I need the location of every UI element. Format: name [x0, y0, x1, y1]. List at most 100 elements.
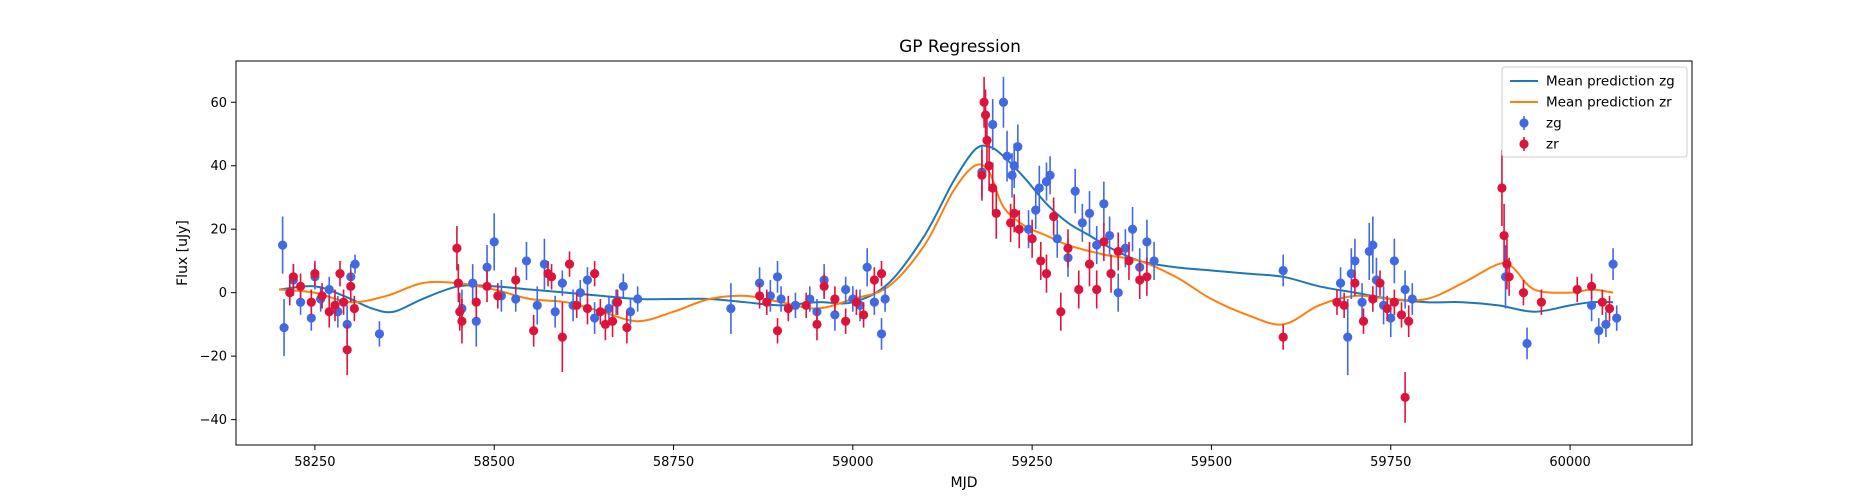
zr-data-point — [1009, 208, 1019, 218]
zg-data-point — [582, 275, 593, 285]
legend-marker-swatch — [1519, 139, 1529, 149]
chart-title: GP Regression — [899, 37, 1021, 57]
zg-data-point — [1009, 161, 1019, 171]
zr-data-point — [288, 272, 298, 282]
legend: Mean prediction zg Mean prediction zr zg zr — [1501, 66, 1688, 158]
x-axis-label: MJD — [951, 475, 978, 491]
zr-data-point — [557, 332, 567, 342]
zr-data-point — [1006, 218, 1016, 228]
x-tick-label: 58500 — [474, 455, 515, 470]
legend-entry-label: zr — [1546, 137, 1559, 153]
zg-data-point — [1389, 256, 1399, 266]
zg-data-point — [1386, 313, 1396, 323]
y-axis: −40 −20 0 20 40 60 — [200, 96, 236, 428]
zr-data-point — [493, 291, 503, 301]
data-points — [278, 76, 1622, 423]
zr-data-point — [1278, 332, 1288, 342]
zr-data-point — [772, 326, 783, 336]
zg-data-point — [862, 262, 872, 272]
zr-data-point — [830, 294, 840, 304]
zr-data-point — [1404, 316, 1414, 326]
zr-data-point — [1518, 288, 1529, 298]
zg-data-point — [1120, 243, 1130, 253]
zg-data-point — [590, 313, 600, 323]
zr-data-point — [471, 297, 481, 307]
zg-data-point — [1608, 259, 1618, 269]
zr-data-point — [1099, 237, 1109, 247]
zr-data-point — [982, 135, 992, 145]
zg-data-point — [489, 237, 499, 247]
zr-data-point — [482, 281, 492, 291]
zr-data-point — [1339, 300, 1349, 310]
zr-data-point — [582, 303, 593, 314]
legend-entry-label: zg — [1546, 116, 1562, 132]
y-tick-label: −20 — [200, 350, 227, 365]
zg-data-point — [1007, 170, 1017, 180]
zr-data-point — [1135, 275, 1145, 285]
zg-data-point — [1586, 300, 1597, 310]
zg-data-point — [521, 256, 532, 266]
zr-data-point — [330, 300, 340, 310]
zr-data-point — [452, 243, 462, 253]
zr-data-point — [1400, 392, 1410, 402]
zg-data-point — [1346, 269, 1356, 279]
zg-data-point — [998, 97, 1009, 107]
x-axis: 58250 58500 58750 59000 59250 59500 59750 60000 — [294, 445, 1591, 470]
zg-data-point — [790, 300, 801, 310]
zg-data-point — [374, 329, 385, 339]
zr-data-point — [801, 300, 811, 310]
zr-data-point — [346, 281, 356, 291]
zr-data-point — [342, 345, 352, 355]
series-zr-points — [285, 76, 1615, 423]
zg-data-point — [1099, 199, 1109, 209]
zg-data-point — [1407, 294, 1417, 304]
zg-data-point — [468, 278, 478, 288]
y-tick-label: 20 — [210, 223, 227, 238]
zr-data-point — [977, 170, 987, 180]
zg-data-point — [1594, 326, 1604, 336]
zr-data-point — [754, 291, 765, 301]
zg-data-point — [1142, 237, 1152, 247]
zg-data-point — [1084, 208, 1095, 218]
zg-data-point — [988, 119, 998, 130]
zg-data-point — [278, 240, 288, 250]
zg-data-point — [1034, 183, 1044, 193]
zr-data-point — [1063, 243, 1073, 253]
zr-data-point — [511, 275, 521, 285]
zg-data-point — [539, 259, 550, 269]
zg-data-point — [306, 313, 316, 323]
zr-data-point — [1056, 307, 1066, 317]
zg-data-point — [1023, 224, 1034, 234]
zr-data-point — [317, 291, 327, 301]
x-tick-label: 59500 — [1191, 455, 1232, 470]
zr-data-point — [1572, 284, 1582, 295]
zr-data-point — [1502, 259, 1512, 269]
zg-data-point — [1522, 338, 1532, 349]
y-axis-label: Flux [uJy] — [175, 220, 191, 286]
zg-data-point — [1127, 224, 1138, 234]
zr-data-point — [1597, 297, 1607, 307]
zr-data-point — [1536, 297, 1546, 307]
zr-data-point — [306, 297, 316, 307]
x-tick-label: 58250 — [294, 455, 335, 470]
zr-data-point — [1106, 269, 1116, 279]
zg-data-point — [350, 259, 360, 269]
zg-data-point — [532, 300, 542, 310]
zg-data-point — [604, 303, 614, 314]
zr-data-point — [607, 316, 618, 326]
zg-data-point — [1002, 151, 1012, 161]
zg-data-point — [1335, 278, 1346, 288]
zg-data-point — [633, 294, 643, 304]
zr-data-point — [1586, 281, 1597, 291]
zr-data-point — [1049, 211, 1059, 222]
zr-data-point — [546, 272, 557, 282]
zr-data-point — [1014, 224, 1024, 234]
zg-data-point — [575, 288, 585, 298]
plot-area — [278, 76, 1622, 423]
zg-data-point — [1092, 240, 1102, 250]
zr-data-point — [590, 269, 600, 279]
zg-data-point — [1070, 186, 1080, 196]
zr-data-point — [457, 316, 467, 326]
zr-data-point — [1396, 310, 1407, 320]
